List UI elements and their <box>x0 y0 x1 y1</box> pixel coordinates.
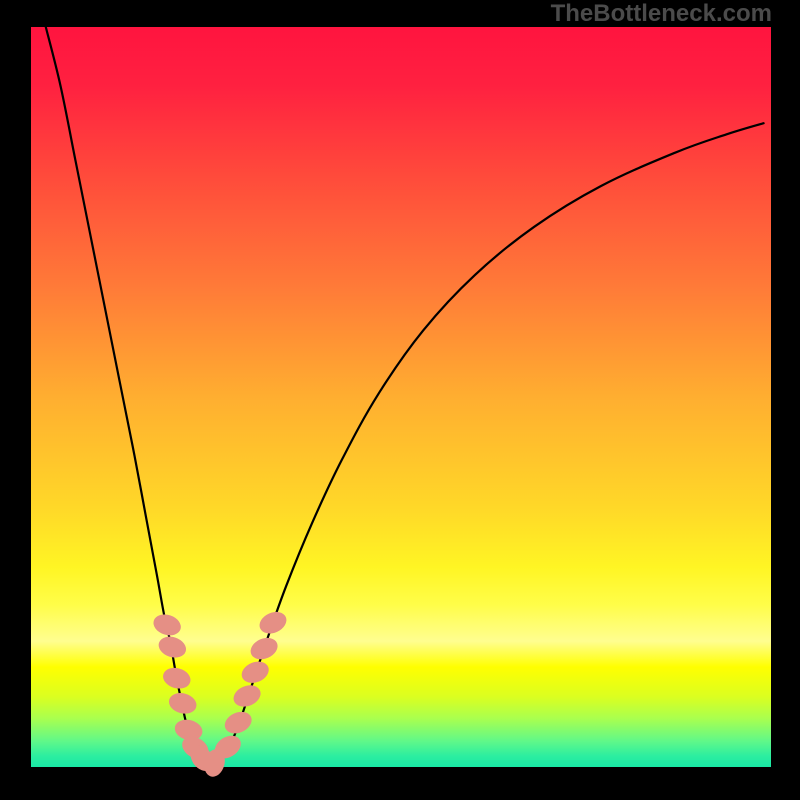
data-marker <box>151 611 184 639</box>
curve-overlay <box>31 27 771 767</box>
data-marker <box>247 634 281 663</box>
watermark-text: TheBottleneck.com <box>551 0 772 28</box>
curve-left-branch <box>46 27 212 764</box>
data-marker <box>221 708 255 738</box>
curve-right-branch <box>212 123 764 764</box>
chart-frame: TheBottleneck.com <box>0 0 800 800</box>
data-marker <box>238 658 271 687</box>
data-marker <box>167 690 199 717</box>
data-marker <box>230 681 263 710</box>
plot-area <box>31 27 771 767</box>
data-marker <box>256 608 290 638</box>
data-marker <box>156 633 189 661</box>
data-marker <box>161 665 193 692</box>
